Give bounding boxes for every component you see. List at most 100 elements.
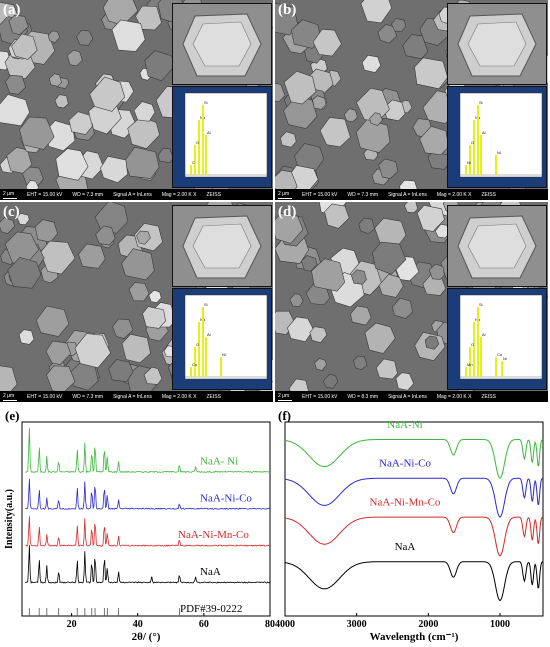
series-label: NaA-Ni — [387, 419, 422, 431]
crystal-particle — [424, 335, 440, 350]
scale-bar: 2 μm — [278, 393, 292, 401]
crystal-particle — [275, 83, 286, 103]
crystal-particle — [375, 358, 398, 380]
sem-info-brand: ZEISS — [206, 393, 221, 400]
scale-bar: 2 μm — [3, 191, 17, 199]
xrd-series-line — [25, 427, 271, 474]
sem-info-bar: 2 μm EHT = 15.00 kV WD = 7.3 mm Signal A = … — [0, 189, 273, 200]
crystal-particle — [47, 30, 61, 43]
crystal-particle — [428, 263, 445, 280]
eds-spectrum-inset: NaSiAlOCoNi — [172, 288, 272, 390]
eds-peak-label: Al — [482, 332, 486, 337]
crystal-particle — [45, 340, 72, 365]
panel-label-f: (f) — [278, 408, 291, 423]
crystal-particle — [128, 282, 150, 302]
sem-info-mag: Mag = 2.00 K X — [161, 393, 197, 400]
crystal-particle — [46, 365, 76, 391]
x-tick-label: 80 — [265, 619, 275, 630]
crystal-particle — [5, 74, 26, 95]
eds-peak-label: Si — [204, 100, 208, 105]
crystal-particle — [275, 213, 304, 244]
x-tick-label: 4000 — [275, 619, 295, 630]
crystal-particle — [55, 148, 89, 181]
eds-peak-label: O — [196, 342, 199, 347]
sem-info-bar: 2 μm EHT = 15.00 kV WD = 8.3 mm Signal A = … — [275, 391, 548, 402]
crystal-particle — [287, 316, 314, 343]
panel-letter: (c) — [3, 204, 20, 220]
panel-letter: (d) — [278, 204, 297, 220]
crystal-particle — [294, 143, 325, 171]
crystal-particle — [319, 117, 351, 148]
crystal-particle — [68, 111, 93, 135]
crystal-particle — [0, 217, 15, 234]
panel-label-e: (e) — [5, 408, 20, 423]
sem-info-eht: EHT = 15.00 kV — [302, 191, 338, 198]
eds-peak-label: Co — [192, 362, 198, 367]
sem-info-brand: ZEISS — [481, 191, 496, 198]
sem-info-eht: EHT = 15.00 kV — [27, 191, 63, 198]
crystal-particle — [19, 116, 55, 150]
plot-frame — [284, 421, 544, 617]
crystal-particle — [136, 230, 151, 245]
crystal-particle — [95, 225, 116, 246]
ftir-series-line — [284, 477, 544, 518]
sem-info-mag: Mag = 2.00 K X — [436, 191, 472, 198]
sem-info-wd: WD = 8.3 mm — [347, 393, 379, 400]
sem-info-eht: EHT = 15.00 kV — [302, 393, 338, 400]
panel-letter: (a) — [3, 2, 21, 18]
scale-bar: 2 μm — [3, 393, 17, 401]
crystal-particle — [7, 256, 42, 289]
crystal-particle — [322, 373, 339, 389]
eds-peak-label: Co — [497, 352, 503, 357]
crystal-particle — [343, 108, 358, 123]
xrd-chart: 20 40 60 80 2θ/ (°) Intensity(a.u.) NaA- Ni NaA… — [4, 421, 275, 643]
eds-peak-label: Ni — [497, 150, 501, 155]
crystal-particle — [121, 333, 151, 364]
crystal-particle — [127, 116, 160, 149]
series-label: NaA-Ni-Co — [200, 492, 252, 504]
crystal-particle — [434, 223, 451, 239]
crystal-particle — [142, 306, 166, 329]
eds-peak-label: O — [471, 140, 474, 145]
plot-frame — [21, 421, 271, 617]
eds-peak-label: Al — [207, 130, 211, 135]
series-label: NaA-Ni-Mn-Co — [370, 496, 441, 508]
crystal-particle — [0, 365, 18, 391]
crystal-particle — [54, 94, 69, 109]
sem-info-wd: WD = 7.3 mm — [347, 191, 379, 198]
ftir-series-line — [284, 561, 544, 602]
crystal-particle — [111, 19, 146, 52]
eds-spectrum-inset: NaSiAlOMnCoNi — [447, 288, 547, 390]
crystal-particle — [312, 28, 342, 57]
crystal-particle — [364, 322, 396, 354]
crystal-particle — [89, 76, 126, 112]
crystal-particle — [350, 305, 372, 326]
crystal-particle — [157, 147, 174, 164]
series-label: NaA — [200, 566, 221, 578]
crystal-particle — [100, 155, 129, 184]
eds-peak-label: Ni — [222, 352, 226, 357]
crystal-particle — [144, 50, 176, 82]
sem-info-signal: Signal A = InLens — [113, 393, 152, 400]
crystal-particle — [108, 359, 134, 383]
sem-inset-crystal — [447, 3, 547, 85]
crystal-particle — [289, 293, 304, 307]
x-tick-label: 60 — [199, 619, 209, 630]
crystal-particle — [414, 57, 448, 90]
ftir-chart: 4000 3000 2000 1000 Wavelength (cm⁻¹) NaA-Ni N… — [275, 419, 544, 643]
crystal-particle — [419, 125, 450, 156]
crystal-particle — [360, 0, 393, 24]
crystal-particle — [112, 318, 134, 339]
series-label: NaA-Ni-Co — [379, 458, 431, 470]
sem-info-brand: ZEISS — [481, 393, 496, 400]
x-axis-label: Wavelength (cm⁻¹) — [370, 631, 459, 643]
crystal-particle — [399, 179, 418, 189]
crystal-particle — [66, 49, 83, 67]
eds-peak-label: Si — [479, 100, 483, 105]
sem-inset-crystal — [172, 205, 272, 287]
x-tick-label: 2000 — [418, 619, 438, 630]
eds-peak-label: Si — [479, 302, 483, 307]
crystal-particle — [133, 101, 156, 122]
crystal-particle — [279, 131, 297, 148]
